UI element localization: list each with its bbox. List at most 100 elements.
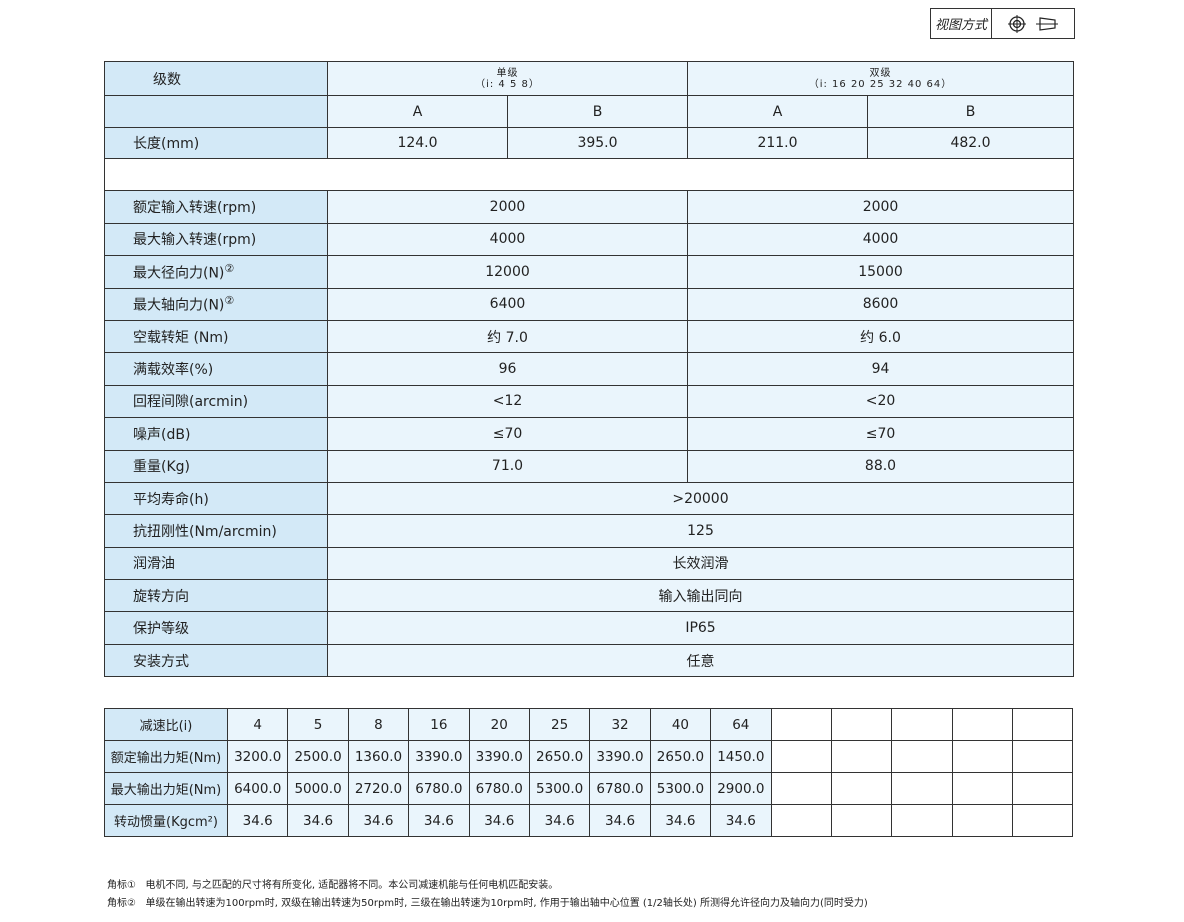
footnote-marker: ② xyxy=(224,293,235,307)
empty-cell xyxy=(951,708,1014,741)
spec-row: 满载效率(%) 96 94 xyxy=(104,352,1075,386)
spec-row: 最大输入转速(rpm) 4000 4000 xyxy=(104,222,1075,257)
row-label: 额定输入转速(rpm) xyxy=(104,190,328,224)
ratio-cell: 3200.0 xyxy=(226,740,289,773)
ratio-cell: 40 xyxy=(649,708,712,741)
ratio-cell: 34.6 xyxy=(528,804,591,837)
double-stage-value: 94 xyxy=(686,352,1075,386)
ratio-cell: 34.6 xyxy=(226,804,289,837)
spec-row: 保护等级 IP65 xyxy=(104,611,1075,645)
single-stage-value: 71.0 xyxy=(327,449,688,483)
row-label-text: 满载效率(%) xyxy=(133,362,214,379)
single-stage-value: 4000 xyxy=(327,222,688,257)
row-label: 噪声(dB) xyxy=(104,417,328,451)
empty-cell xyxy=(951,804,1014,837)
ratio-row: 额定输出力矩(Nm) 3200.0 2500.0 1360.0 3390.0 3390.0… xyxy=(104,740,1074,773)
single-stage-value: 12000 xyxy=(327,255,688,289)
ratio-cell: 16 xyxy=(408,708,470,741)
ratio-cell: 4 xyxy=(226,708,289,741)
cell: 482.0 xyxy=(866,127,1075,159)
cell: 395.0 xyxy=(507,127,688,159)
double-stage-value: 4000 xyxy=(686,222,1075,257)
row-label: 空载转矩 (Nm) xyxy=(104,319,328,354)
ratio-cell: 34.6 xyxy=(649,804,712,837)
ratio-cell: 20 xyxy=(468,708,530,741)
empty-label-cell xyxy=(104,95,328,128)
ratio-cell: 3390.0 xyxy=(408,740,470,773)
row-label: 长度(mm) xyxy=(104,127,328,159)
double-stage-value: 88.0 xyxy=(686,449,1075,483)
row-label: 安装方式 xyxy=(104,643,328,678)
row-label: 额定输出力矩(Nm) xyxy=(104,740,228,773)
empty-cell xyxy=(891,772,953,805)
ratio-cell: 8 xyxy=(347,708,410,741)
empty-cell xyxy=(830,804,893,837)
row-label: 最大输出力矩(Nm) xyxy=(104,772,228,805)
row-label-text: 最大输入转速(rpm) xyxy=(133,232,257,249)
empty-cell xyxy=(951,772,1014,805)
sub-col: A xyxy=(687,95,868,128)
empty-cell xyxy=(770,740,832,773)
empty-cell xyxy=(891,708,953,741)
double-stage-value: 约 6.0 xyxy=(686,319,1075,354)
ratio-cell: 3390.0 xyxy=(589,740,651,773)
row-label-text: 回程间隙(arcmin) xyxy=(133,394,249,411)
ratio-cell: 2650.0 xyxy=(528,740,591,773)
row-label: 重量(Kg) xyxy=(104,449,328,483)
spacer-row xyxy=(103,157,1075,192)
empty-cell xyxy=(891,804,953,837)
ratio-table: 减速比(i) 4 5 8 16 20 25 32 40 64 额定输出力矩(Nm) 3200.0 250… xyxy=(104,708,1074,837)
footnote-1: 角标① 电机不同, 与之匹配的尺寸将有所变化, 适配器将不同。本公司减速机能与任… xyxy=(107,880,559,891)
ratio-cell: 5300.0 xyxy=(649,772,712,805)
spec-row: 回程间隙(arcmin) <12 <20 xyxy=(104,384,1075,419)
row-label: 最大轴向力(N)② xyxy=(104,287,328,321)
empty-cell xyxy=(830,772,893,805)
spec-row: 重量(Kg) 71.0 88.0 xyxy=(104,449,1075,483)
row-label: 润滑油 xyxy=(104,546,328,581)
empty-cell xyxy=(1012,772,1074,805)
sub-col: B xyxy=(507,95,688,128)
ratio-cell: 5300.0 xyxy=(528,772,591,805)
ratio-cell: 34.6 xyxy=(710,804,772,837)
shared-value: 任意 xyxy=(326,643,1075,678)
row-label: 抗扭刚性(Nm/arcmin) xyxy=(104,514,328,548)
shared-value: IP65 xyxy=(326,611,1075,645)
spec-row: 噪声(dB) ≤70 ≤70 xyxy=(104,417,1075,451)
single-stage-value: 2000 xyxy=(327,190,688,224)
ratio-cell: 6780.0 xyxy=(408,772,470,805)
shared-value: 长效润滑 xyxy=(326,546,1075,581)
crosshair-circle-icon xyxy=(1008,14,1026,33)
double-stage-value: 15000 xyxy=(686,255,1075,289)
row-label-text: 重量(Kg) xyxy=(133,459,190,476)
stage-label: 级数 xyxy=(104,61,328,96)
row-label: 转动惯量(Kgcm²) xyxy=(104,804,228,837)
spec-row: 旋转方向 输入输出同向 xyxy=(104,579,1075,613)
empty-cell xyxy=(770,804,832,837)
empty-cell xyxy=(1012,804,1074,837)
row-label-text: 最大径向力(N) xyxy=(133,265,225,282)
footnote-marker: ② xyxy=(224,261,235,275)
empty-cell xyxy=(1012,740,1074,773)
row-label: 满载效率(%) xyxy=(104,352,328,386)
ratio-cell: 3390.0 xyxy=(468,740,530,773)
spec-row: 安装方式 任意 xyxy=(104,643,1075,678)
row-label: 减速比(i) xyxy=(104,708,228,741)
row-label-text: 空载转矩 (Nm) xyxy=(133,329,229,346)
ratio-cell: 2650.0 xyxy=(649,740,712,773)
row-label: 平均寿命(h) xyxy=(104,481,328,516)
spec-row: 最大径向力(N)② 12000 15000 xyxy=(104,255,1075,289)
sub-col: A xyxy=(327,95,508,128)
row-label: 最大输入转速(rpm) xyxy=(104,222,328,257)
ratio-cell: 34.6 xyxy=(287,804,349,837)
empty-cell xyxy=(770,772,832,805)
spec-row: 空载转矩 (Nm) 约 7.0 约 6.0 xyxy=(104,319,1075,354)
ratio-cell: 34.6 xyxy=(408,804,470,837)
ratio-cell: 34.6 xyxy=(347,804,410,837)
row-label: 旋转方向 xyxy=(104,579,328,613)
shared-value: 输入输出同向 xyxy=(326,579,1075,613)
row-label-text: 噪声(dB) xyxy=(133,426,191,443)
single-stage-header: 单级 （i: 4 5 8） xyxy=(327,61,688,96)
double-stage-value: 8600 xyxy=(686,287,1075,321)
spec-row: 润滑油 长效润滑 xyxy=(104,546,1075,581)
double-stage-value: ≤70 xyxy=(686,417,1075,451)
